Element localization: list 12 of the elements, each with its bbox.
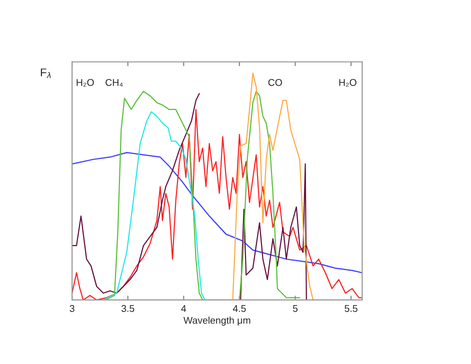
x-tick-label: 5 [292,305,298,312]
x-tick-label: 3 [70,305,74,312]
x-tick-label: 3.5 [121,305,134,312]
x-tick-label: 4.5 [232,305,246,312]
x-axis-title: Wavelength μm [183,316,250,326]
annotation: H₂O [76,79,94,87]
annotation: CO [268,79,282,86]
x-tick-label: 5.5 [344,305,358,312]
y-axis-title: F$_{λ}$ [40,68,51,78]
annotation: H₂O [339,79,356,87]
x-tick-label: 4 [181,305,186,312]
annotation: CH₄ [106,79,123,87]
